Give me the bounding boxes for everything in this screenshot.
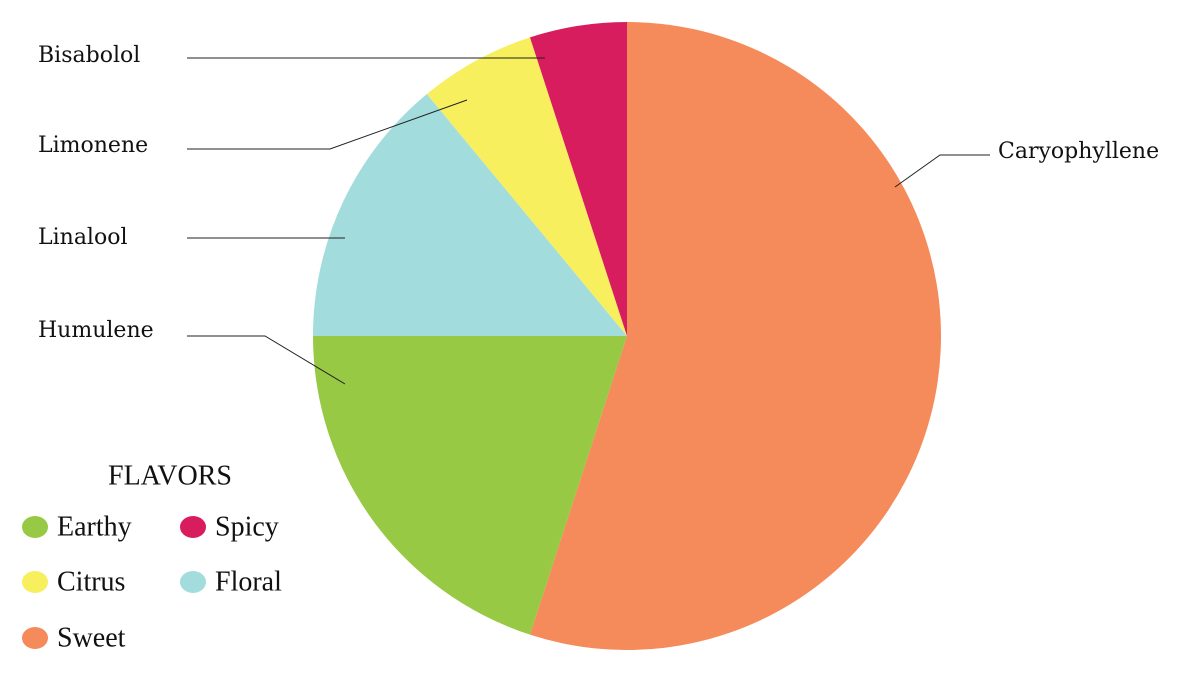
leader-line	[187, 335, 346, 385]
leader-line	[894, 154, 990, 188]
pie-slice	[426, 37, 627, 336]
legend-swatch	[22, 516, 48, 538]
slice-label: Caryophyllene	[998, 139, 1159, 164]
legend-label: Floral	[215, 566, 282, 597]
legend-label: Citrus	[57, 566, 125, 597]
slice-label: Humulene	[38, 318, 154, 343]
legend-swatch	[22, 571, 48, 593]
legend-label: Spicy	[215, 511, 279, 542]
legend-label: Sweet	[57, 622, 126, 653]
slice-label: Limonene	[38, 133, 148, 158]
pie-slice	[313, 94, 627, 337]
legend-label: Earthy	[57, 511, 132, 542]
legend-swatch	[180, 571, 206, 593]
legend-swatch	[180, 516, 206, 538]
legend-title: FLAVORS	[108, 460, 232, 491]
leader-line	[187, 99, 468, 150]
slice-label: Bisabolol	[38, 43, 140, 68]
pie-slice	[313, 336, 627, 635]
pie-slice	[529, 22, 941, 650]
legend-swatch	[22, 627, 48, 649]
pie-slice	[529, 22, 627, 336]
slice-label: Linalool	[38, 225, 128, 250]
